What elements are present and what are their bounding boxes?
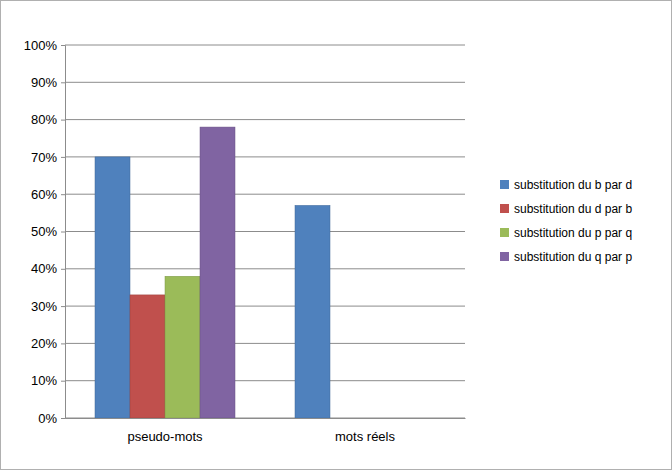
bar <box>330 418 365 419</box>
y-tick-mark <box>61 269 65 270</box>
bar <box>165 276 200 418</box>
legend-swatch <box>500 252 509 261</box>
y-tick: 80% <box>31 112 65 127</box>
y-tick-label: 90% <box>31 75 57 90</box>
chart: 0% 10% 20% 30% 40% 50% 60% 70% 80% 90% 100% pseudo-… <box>0 0 672 470</box>
bar <box>200 127 235 418</box>
y-tick: 0% <box>38 411 65 426</box>
y-tick-mark <box>61 45 65 46</box>
legend-swatch <box>500 228 509 237</box>
y-axis-line <box>61 46 66 419</box>
y-tick-mark <box>61 381 65 382</box>
legend-label: substitution du b par d <box>514 178 632 192</box>
legend-item: substitution du d par b <box>500 202 632 216</box>
y-tick-mark <box>61 343 65 344</box>
y-tick: 90% <box>31 75 65 90</box>
legend-label: substitution du q par p <box>514 250 632 264</box>
legend-label: substitution du d par b <box>514 202 632 216</box>
bar <box>365 418 400 419</box>
bars <box>95 127 330 418</box>
x-tick: mots réels <box>335 418 395 444</box>
y-tick-label: 70% <box>31 150 57 165</box>
y-tick-mark <box>61 232 65 233</box>
y-tick-label: 30% <box>31 299 57 314</box>
legend-item: substitution du p par q <box>500 226 632 240</box>
bar <box>400 418 435 419</box>
y-tick: 50% <box>31 224 65 239</box>
grid-line <box>65 45 465 46</box>
x-axis: pseudo-mots mots réels <box>66 418 466 444</box>
bar <box>95 157 130 418</box>
legend-item: substitution du b par d <box>500 178 632 192</box>
grid <box>65 45 465 418</box>
grid-line <box>65 119 465 120</box>
y-tick: 40% <box>31 261 65 276</box>
legend-swatch <box>500 204 509 213</box>
x-tick: pseudo-mots <box>127 418 203 444</box>
legend-item: substitution du q par p <box>500 250 632 264</box>
y-tick-mark <box>61 306 65 307</box>
y-tick-mark <box>61 157 65 158</box>
y-tick-mark <box>61 194 65 195</box>
y-tick-label: 10% <box>31 373 57 388</box>
y-tick-mark <box>61 82 65 83</box>
y-tick-label: 50% <box>31 224 57 239</box>
y-tick: 30% <box>31 299 65 314</box>
y-tick: 20% <box>31 336 65 351</box>
grid-line <box>65 82 465 83</box>
x-tick-label: pseudo-mots <box>127 429 203 444</box>
y-tick-label: 80% <box>31 112 57 127</box>
y-tick: 100% <box>24 38 65 53</box>
y-tick-mark <box>61 120 65 121</box>
y-tick-mark <box>61 418 65 419</box>
legend: substitution du b par d substitution du d… <box>500 178 632 264</box>
chart-frame <box>1 1 672 470</box>
y-tick-label: 60% <box>31 187 57 202</box>
y-tick: 70% <box>31 150 65 165</box>
legend-swatch <box>500 180 509 189</box>
bar <box>130 295 165 418</box>
y-tick: 60% <box>31 187 65 202</box>
y-tick: 10% <box>31 373 65 388</box>
y-tick-label: 100% <box>24 38 58 53</box>
y-tick-label: 20% <box>31 336 57 351</box>
y-tick-label: 40% <box>31 261 57 276</box>
x-tick-label: mots réels <box>335 429 395 444</box>
legend-label: substitution du p par q <box>514 226 632 240</box>
bar <box>295 205 330 418</box>
y-tick-label: 0% <box>38 411 57 426</box>
y-axis: 0% 10% 20% 30% 40% 50% 60% 70% 80% 90% 100% <box>24 38 66 426</box>
x-axis-line <box>66 418 466 419</box>
